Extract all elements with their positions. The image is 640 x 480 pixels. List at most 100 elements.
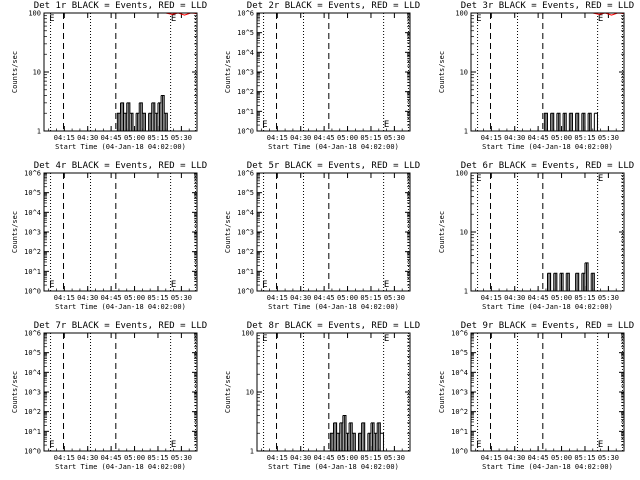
panel-title: Det 6r BLACK = Events, RED = LLD [461,161,634,171]
y-tick-label: 10^1 [237,268,254,276]
x-tick-label: 05:00 [124,454,145,462]
x-tick-label: 05:30 [384,294,405,302]
y-tick-label: 10^2 [24,408,41,416]
x-tick-label: 04:15 [267,294,288,302]
x-tick-label: 04:15 [481,134,502,142]
event-marker-label: E [262,334,267,344]
x-tick-label: 05:15 [147,454,168,462]
detector-panel: Det 3r BLACK = Events, RED = LLD Counts/s… [438,1,634,151]
x-tick-label: 04:15 [54,134,75,142]
x-tick-label: 04:15 [481,454,502,462]
y-tick-label: 10^6 [451,330,468,338]
detector-panel: Det 9r BLACK = Events, RED = LLD Counts/s… [438,321,634,471]
x-tick-label: 04:15 [54,454,75,462]
x-tick-label: 05:30 [384,454,405,462]
x-tick-label: 05:30 [171,134,192,142]
x-tick-label: 05:30 [598,294,619,302]
x-tick-label: 05:00 [124,134,145,142]
y-tick-label: 10 [460,229,468,237]
y-tick-label: 10^4 [24,209,41,217]
y-axis-label: Counts/sec [438,211,446,253]
x-tick-label: 05:00 [124,294,145,302]
x-tick-label: 05:15 [360,294,381,302]
y-tick-label: 1 [250,448,254,456]
x-tick-label: 05:30 [598,454,619,462]
y-axis-label: Counts/sec [224,371,232,413]
panel-title: Det 8r BLACK = Events, RED = LLD [247,321,420,331]
plot-frame [43,332,198,452]
y-tick-label: 10^3 [237,229,254,237]
x-axis-label: Start Time (04-Jan-18 04:02:00) [268,303,399,311]
y-tick-label: 10^6 [237,10,254,18]
x-tick-label: 04:15 [481,294,502,302]
y-tick-label: 10^2 [237,88,254,96]
y-tick-label: 10^0 [451,448,468,456]
y-tick-label: 100 [455,10,468,18]
x-tick-label: 05:00 [551,454,572,462]
events-series-line [543,112,598,132]
event-marker-label: E [171,280,176,290]
y-tick-label: 10^6 [24,330,41,338]
x-tick-label: 05:00 [337,294,358,302]
panel-title: Det 3r BLACK = Events, RED = LLD [461,1,634,11]
y-tick-label: 10 [246,389,254,397]
x-tick-label: 05:15 [360,454,381,462]
plot-frame [256,12,411,132]
event-marker-label: E [49,14,54,24]
y-tick-label: 10^3 [451,389,468,397]
events-series-line [329,414,384,452]
event-marker-label: E [262,280,267,290]
x-axis-label: Start Time (04-Jan-18 04:02:00) [55,303,186,311]
x-tick-label: 05:15 [360,134,381,142]
y-tick-label: 1 [464,288,468,296]
y-tick-label: 10^1 [237,108,254,116]
detector-panel: Det 6r BLACK = Events, RED = LLD Counts/s… [438,161,634,311]
event-marker-label: E [476,440,481,450]
x-axis-label: Start Time (04-Jan-18 04:02:00) [482,303,613,311]
y-tick-label: 10^2 [24,248,41,256]
x-tick-label: 04:15 [54,294,75,302]
plot-frame [470,12,625,132]
x-tick-label: 05:30 [171,294,192,302]
y-tick-label: 10^1 [451,428,468,436]
panel-title: Det 5r BLACK = Events, RED = LLD [247,161,420,171]
y-axis-label: Counts/sec [11,211,19,253]
event-marker-label: E [384,280,389,290]
x-tick-label: 04:30 [77,454,98,462]
y-tick-label: 10^6 [237,170,254,178]
y-tick-label: 10^4 [451,369,468,377]
x-tick-label: 05:00 [337,134,358,142]
y-tick-label: 10^0 [24,448,41,456]
x-tick-label: 05:30 [598,134,619,142]
x-tick-label: 04:30 [504,134,525,142]
plot-frame [470,172,625,292]
event-marker-label: E [598,440,603,450]
y-tick-label: 1 [37,128,41,136]
y-tick-label: 10^3 [24,389,41,397]
x-axis-label: Start Time (04-Jan-18 04:02:00) [268,143,399,151]
x-axis-label: Start Time (04-Jan-18 04:02:00) [482,463,613,471]
y-axis-label: Counts/sec [11,51,19,93]
y-tick-label: 100 [455,170,468,178]
panel-title: Det 4r BLACK = Events, RED = LLD [34,161,207,171]
x-tick-label: 04:45 [314,134,335,142]
x-tick-label: 05:15 [574,134,595,142]
y-tick-label: 10^3 [24,229,41,237]
events-series-line [544,262,598,292]
y-tick-label: 10^6 [24,170,41,178]
event-marker-label: E [49,280,54,290]
detector-panel: Det 4r BLACK = Events, RED = LLD Counts/s… [11,161,207,311]
y-tick-label: 10 [460,69,468,77]
plot-frame [470,332,625,452]
y-tick-label: 10 [33,69,41,77]
event-marker-label: E [262,120,267,130]
x-tick-label: 05:30 [384,134,405,142]
x-tick-label: 04:30 [504,294,525,302]
y-tick-label: 10^0 [237,288,254,296]
x-tick-label: 05:15 [147,134,168,142]
y-tick-label: 10^2 [237,248,254,256]
detector-panel: Det 7r BLACK = Events, RED = LLD Counts/s… [11,321,207,471]
x-tick-label: 05:15 [147,294,168,302]
x-tick-label: 04:30 [77,134,98,142]
y-tick-label: 10^4 [237,49,254,57]
